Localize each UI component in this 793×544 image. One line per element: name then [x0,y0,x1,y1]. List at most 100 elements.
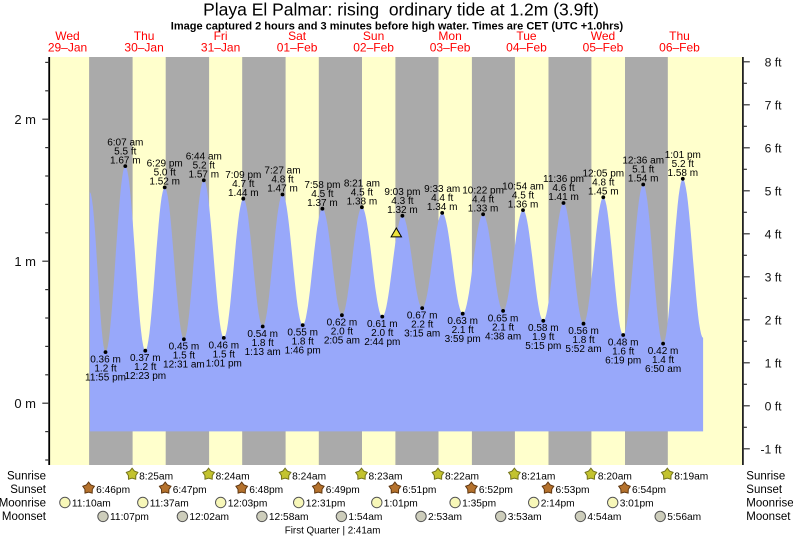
svg-text:6:47pm: 6:47pm [173,485,207,496]
svg-text:6:46pm: 6:46pm [96,485,130,496]
svg-text:0 ft: 0 ft [765,399,783,413]
svg-text:Fri: Fri [214,29,228,43]
svg-text:Moonset: Moonset [2,511,47,523]
svg-text:4.3 ft: 4.3 ft [391,196,413,207]
svg-text:5:56am: 5:56am [667,512,701,523]
svg-text:1.33 m: 1.33 m [468,204,499,215]
svg-text:2.2 ft: 2.2 ft [411,320,433,331]
svg-text:0 m: 0 m [14,396,36,411]
svg-text:1.8 ft: 1.8 ft [292,337,314,348]
svg-text:1.4 ft: 1.4 ft [652,355,674,366]
svg-text:3:01pm: 3:01pm [620,499,654,510]
svg-text:4.4 ft: 4.4 ft [472,195,494,206]
svg-text:2 m: 2 m [14,112,36,127]
svg-text:4.4 ft: 4.4 ft [431,193,453,204]
svg-text:8:23am: 8:23am [369,471,403,482]
svg-text:1.2 ft: 1.2 ft [94,364,116,375]
svg-text:6:52pm: 6:52pm [479,485,513,496]
svg-text:12:36 am: 12:36 am [622,156,664,167]
svg-text:1:54am: 1:54am [348,512,382,523]
svg-text:1.44 m: 1.44 m [228,188,259,199]
svg-text:10:54 am: 10:54 am [502,181,544,192]
svg-text:6:50 am: 6:50 am [645,364,681,375]
svg-text:0.54 m: 0.54 m [247,329,278,340]
svg-text:7 ft: 7 ft [765,98,783,112]
svg-text:3:53am: 3:53am [508,512,542,523]
svg-text:5:15 pm: 5:15 pm [525,341,561,352]
svg-text:Playa El Palmar: rising ordin: Playa El Palmar: rising ordinary tide at… [203,0,599,20]
svg-text:2.0 ft: 2.0 ft [371,328,393,339]
svg-text:1.8 ft: 1.8 ft [252,338,274,349]
svg-text:6:29 pm: 6:29 pm [147,159,183,170]
svg-text:3:59 pm: 3:59 pm [445,334,481,345]
svg-text:Sunset: Sunset [746,484,783,496]
svg-text:0.67 m: 0.67 m [407,311,438,322]
svg-text:1.58 m: 1.58 m [668,168,699,179]
svg-text:Image captured 2 hours and 3 m: Image captured 2 hours and 3 minutes bef… [171,21,624,33]
svg-text:7:27 am: 7:27 am [264,166,300,177]
svg-text:9:03 pm: 9:03 pm [384,187,420,198]
svg-text:7:09 pm: 7:09 pm [225,170,261,181]
svg-text:01–Feb: 01–Feb [277,41,318,55]
svg-text:6:54pm: 6:54pm [632,485,666,496]
svg-text:12:02am: 12:02am [189,512,229,523]
svg-text:03–Feb: 03–Feb [430,41,471,55]
svg-text:6:44 am: 6:44 am [186,152,222,163]
svg-text:5:52 am: 5:52 am [565,344,601,355]
svg-text:12:03pm: 12:03pm [228,499,268,510]
svg-text:0.45 m: 0.45 m [169,342,200,353]
svg-text:8:21 am: 8:21 am [344,178,380,189]
svg-text:3:15 am: 3:15 am [404,329,440,340]
svg-text:5 ft: 5 ft [765,184,783,198]
svg-text:Thu: Thu [134,29,155,43]
svg-text:1.2 ft: 1.2 ft [134,362,156,373]
svg-text:2:14pm: 2:14pm [541,499,575,510]
svg-text:4.5 ft: 4.5 ft [351,187,373,198]
svg-text:8:24am: 8:24am [292,471,326,482]
svg-text:0.37 m: 0.37 m [130,353,161,364]
svg-text:1:35pm: 1:35pm [462,499,496,510]
svg-text:29–Jan: 29–Jan [48,41,87,55]
svg-text:1.36 m: 1.36 m [508,199,539,210]
svg-text:12:31 am: 12:31 am [163,360,205,371]
svg-text:11:36 pm: 11:36 pm [543,174,584,185]
svg-text:1.37 m: 1.37 m [307,198,338,209]
svg-text:30–Jan: 30–Jan [124,41,163,55]
svg-text:2.0 ft: 2.0 ft [331,327,353,338]
svg-text:0.36 m: 0.36 m [90,355,121,366]
svg-text:0.42 m: 0.42 m [648,346,679,357]
svg-text:5.2 ft: 5.2 ft [672,159,694,170]
svg-text:6:48pm: 6:48pm [249,485,283,496]
svg-text:1.47 m: 1.47 m [267,184,298,195]
svg-text:4.5 ft: 4.5 ft [512,190,534,201]
svg-text:11:07pm: 11:07pm [110,512,149,523]
svg-text:11:55 pm: 11:55 pm [85,373,126,384]
svg-text:0.55 m: 0.55 m [287,328,318,339]
svg-text:6 ft: 6 ft [765,141,783,155]
svg-text:8:19am: 8:19am [674,471,708,482]
svg-text:8:20am: 8:20am [598,471,632,482]
svg-text:10:22 pm: 10:22 pm [462,186,504,197]
svg-text:11:37am: 11:37am [150,499,189,510]
svg-text:5.1 ft: 5.1 ft [632,165,654,176]
svg-text:1:13 am: 1:13 am [245,347,281,358]
svg-text:1.9 ft: 1.9 ft [532,332,554,343]
svg-text:31–Jan: 31–Jan [201,41,240,55]
svg-text:-1 ft: -1 ft [761,442,783,456]
svg-text:6:51pm: 6:51pm [402,485,436,496]
svg-text:1.52 m: 1.52 m [149,177,180,188]
svg-text:2:05 am: 2:05 am [324,336,360,347]
svg-text:1:01pm: 1:01pm [384,499,418,510]
svg-text:1.67 m: 1.67 m [110,155,141,166]
svg-text:5.2 ft: 5.2 ft [193,161,215,172]
svg-text:5.5 ft: 5.5 ft [114,146,136,157]
svg-text:8:21am: 8:21am [521,471,555,482]
svg-text:1.45 m: 1.45 m [588,187,619,198]
svg-text:6:49pm: 6:49pm [326,485,360,496]
svg-text:2.1 ft: 2.1 ft [452,325,474,336]
svg-text:0.63 m: 0.63 m [447,316,478,327]
svg-text:4:54am: 4:54am [587,512,621,523]
svg-text:2:44 pm: 2:44 pm [364,337,400,348]
svg-text:1.41 m: 1.41 m [548,192,579,203]
svg-text:1:01 pm: 1:01 pm [665,150,701,161]
